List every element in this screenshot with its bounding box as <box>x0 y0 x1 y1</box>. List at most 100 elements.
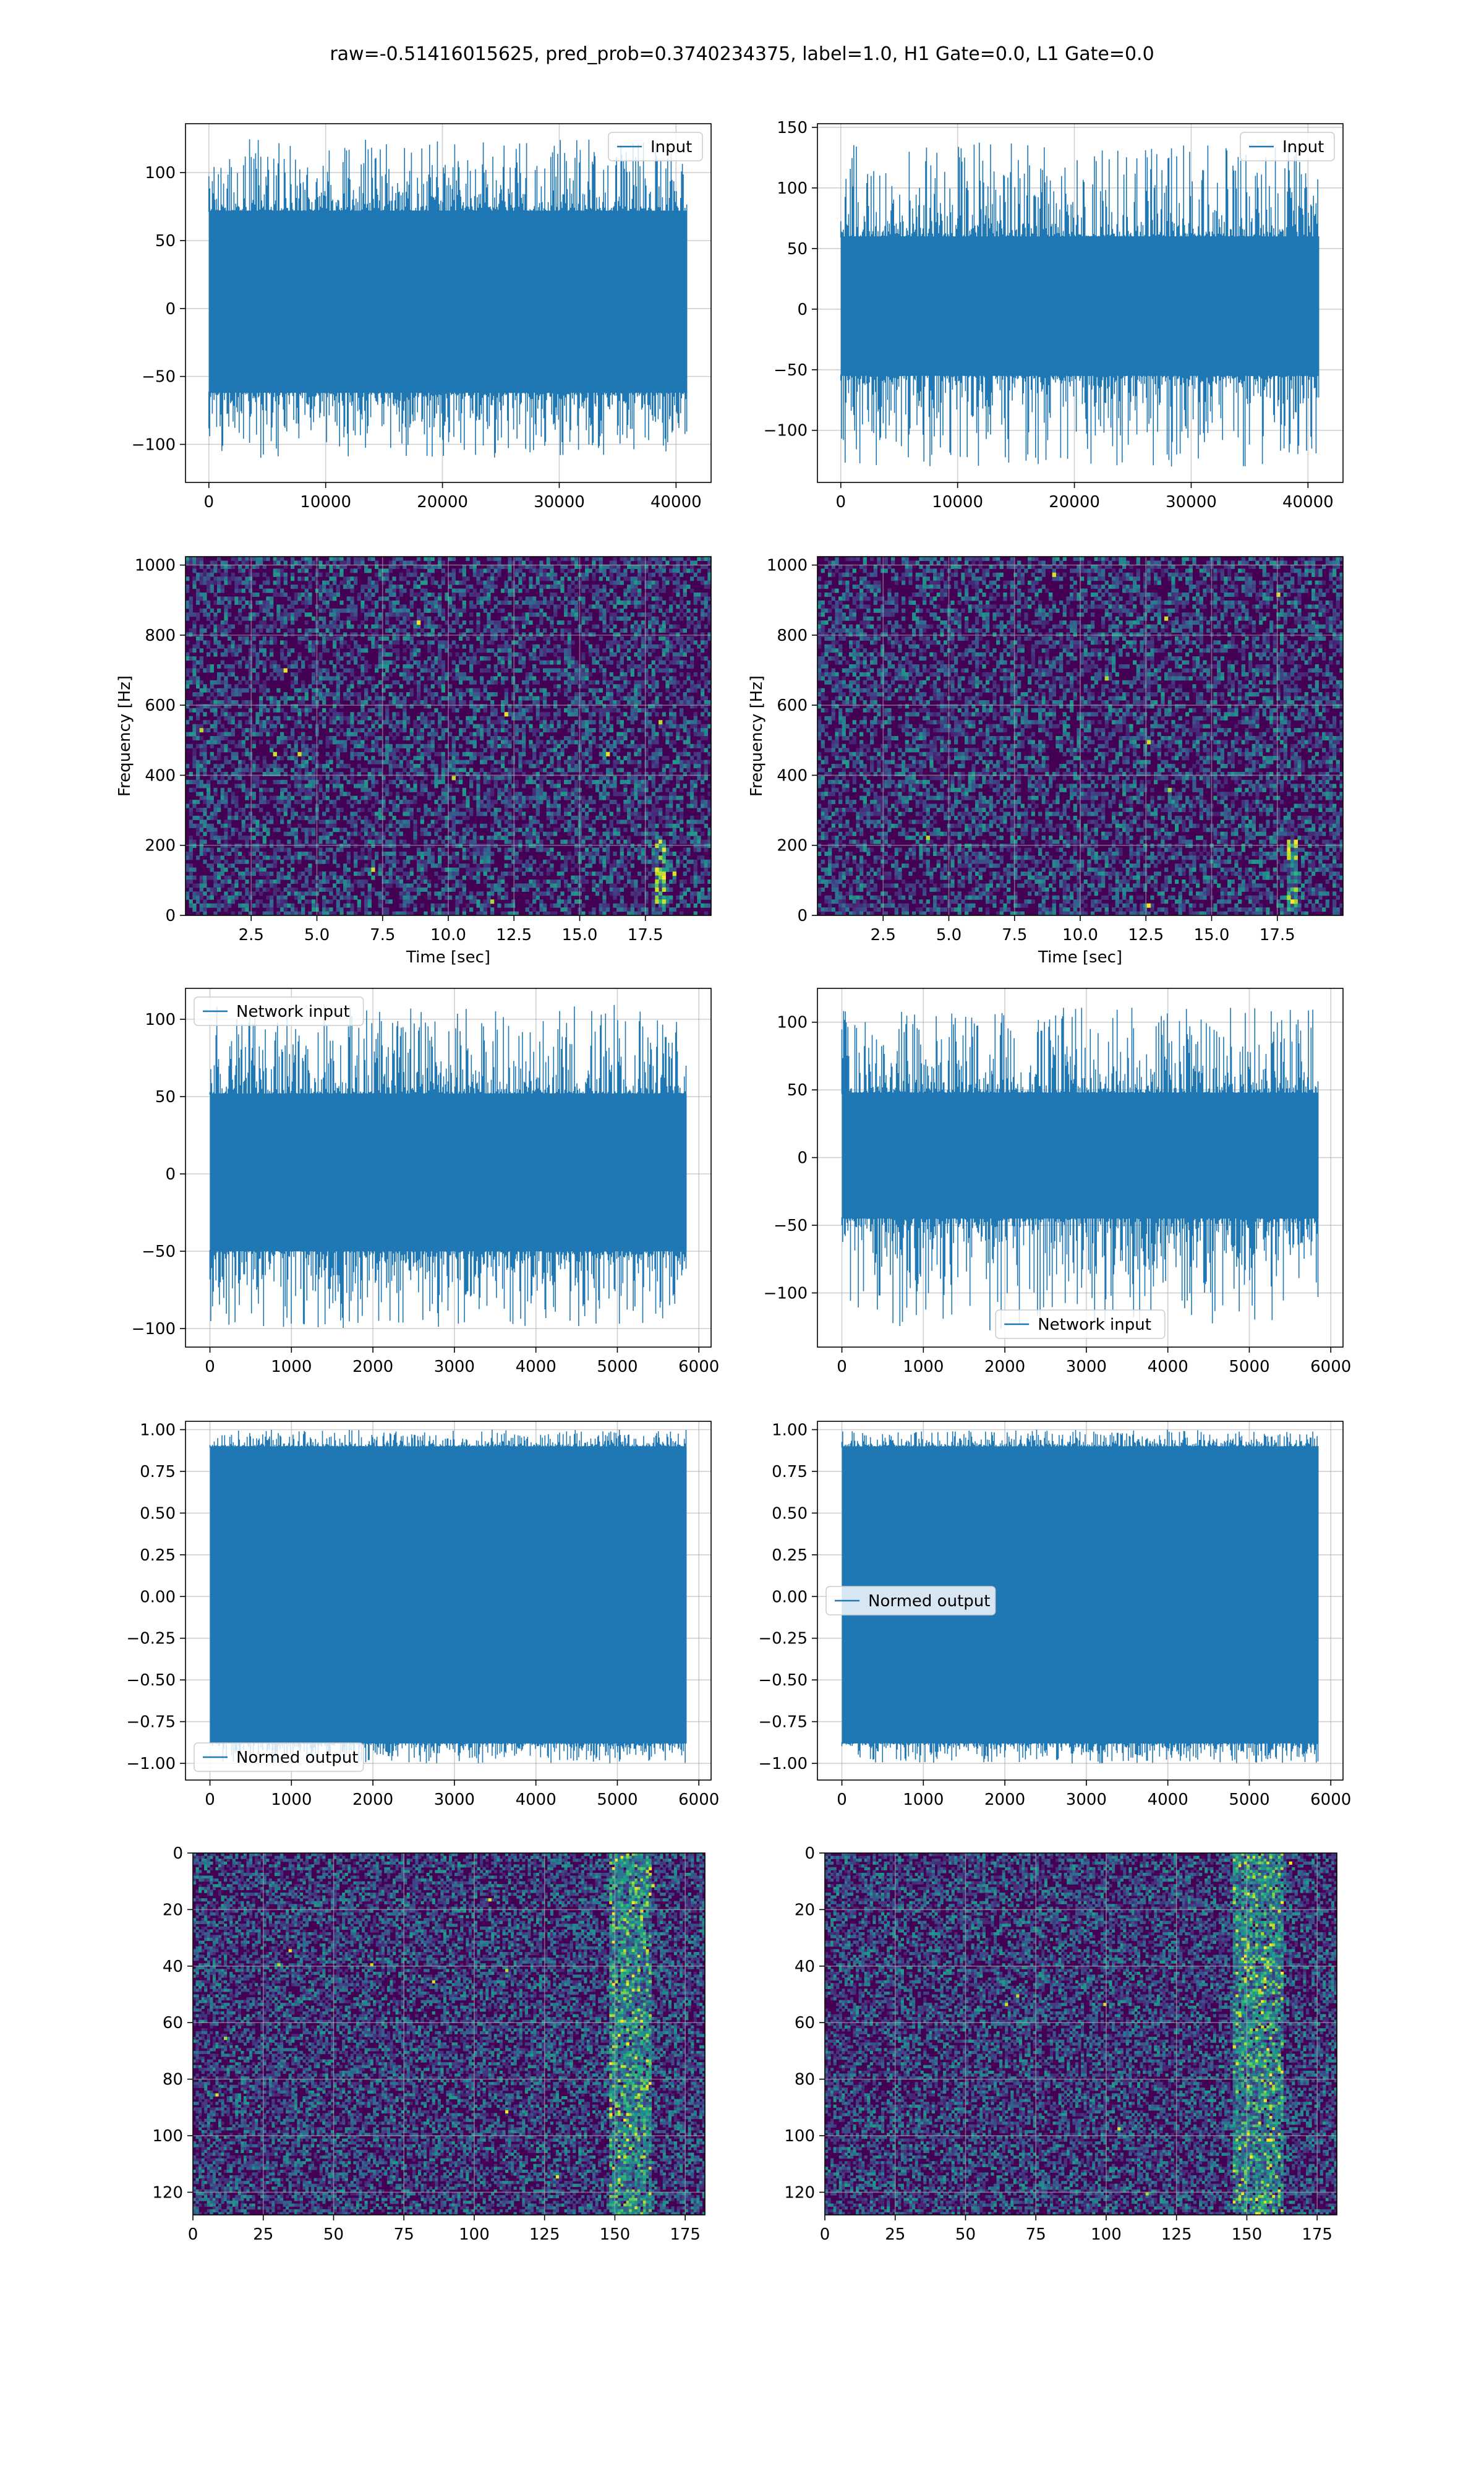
h1-whitened-image-heatmap-cells <box>193 1853 706 2215</box>
h1-spectrogram-xtick-label-1: 5.0 <box>304 926 330 944</box>
l1-input-legend-box <box>1240 132 1335 161</box>
h1-whitened-image-ytick-label-5: 100 <box>152 2127 183 2146</box>
l1-whitened-image-xtick-label-5: 125 <box>1161 2225 1192 2244</box>
l1-input-ytick-label-0: −100 <box>764 422 808 440</box>
h1-network-input-xtick-label-6: 6000 <box>678 1358 719 1376</box>
l1-input-ytick-label-5: 150 <box>777 119 808 137</box>
l1-input-ytick-label-2: 0 <box>797 301 808 319</box>
h1-normed-output-xtick-label-2: 2000 <box>352 1791 393 1809</box>
l1-spectrogram-chart: 2.5 5.0 7.5 10.0 12.5 15.0 17.5 0 200 400 600 800 10… <box>748 556 1344 967</box>
h1-network-input-xtick-label-5: 5000 <box>597 1358 638 1376</box>
l1-spectrogram-ytick-label-4: 800 <box>777 627 808 645</box>
l1-network-input-ytick-label-0: −100 <box>764 1284 808 1303</box>
l1-spectrogram-xlabel: Time [sec] <box>1038 948 1122 967</box>
l1-whitened-image-axes-frame <box>824 1852 1337 2215</box>
l1-normed-output-xtick-label-0: 0 <box>837 1791 847 1809</box>
l1-spectrogram-xtick-label-2: 7.5 <box>1002 926 1027 944</box>
l1-normed-output-ytick-label-5: 0.25 <box>772 1546 808 1565</box>
h1-spectrogram-chart: 2.5 5.0 7.5 10.0 12.5 15.0 17.5 0 200 400 600 800 10… <box>116 556 712 967</box>
l1-normed-output-xtick-label-1: 1000 <box>903 1791 944 1809</box>
h1-normed-output-ytick-label-2: −0.50 <box>126 1671 176 1690</box>
l1-normed-output-xtick-label-2: 2000 <box>984 1791 1025 1809</box>
l1-normed-output-ytick-label-7: 0.75 <box>772 1463 808 1481</box>
l1-spectrogram-ylabel: Frequency [Hz] <box>748 675 766 797</box>
h1-network-input-ytick-label-4: 100 <box>145 1011 176 1029</box>
h1-network-input-series-band <box>210 1094 687 1251</box>
h1-network-input-chart: 0 1000 2000 3000 4000 5000 6000 −100 −50 0 50 100 Ne… <box>132 988 719 1376</box>
l1-normed-output-legend-box <box>825 1586 996 1616</box>
l1-normed-output-ytick-label-4: 0.00 <box>772 1588 808 1606</box>
h1-network-input-series-line <box>209 1004 687 1328</box>
h1-normed-output-ytick-label-1: −0.75 <box>126 1713 176 1732</box>
h1-normed-output-xtick-label-1: 1000 <box>271 1791 312 1809</box>
l1-input-axes-frame <box>817 123 1344 483</box>
h1-spectrogram-ytick-label-2: 400 <box>145 766 176 785</box>
h1-whitened-image-ytick-label-0: 0 <box>173 1844 183 1863</box>
h1-normed-output-xtick-label-0: 0 <box>205 1791 215 1809</box>
l1-normed-output-legend-label: Normed output <box>868 1592 990 1611</box>
l1-normed-output-ytick-label-8: 1.00 <box>772 1421 808 1439</box>
h1-input-legend-box <box>608 132 703 161</box>
h1-whitened-image-xtick-label-2: 50 <box>323 2225 344 2244</box>
h1-spectrogram-ylabel: Frequency [Hz] <box>116 675 134 797</box>
h1-normed-output-xtick-label-4: 4000 <box>516 1791 556 1809</box>
l1-whitened-image-ytick-label-4: 80 <box>795 2071 815 2089</box>
h1-whitened-image-ytick-label-1: 20 <box>163 1901 183 1919</box>
l1-input-ytick-label-1: −50 <box>774 361 808 380</box>
l1-network-input-ytick-label-1: −50 <box>774 1217 808 1235</box>
l1-whitened-image-chart: 0 25 50 75 100 125 150 175 0 20 40 60 80 100 120 <box>784 1844 1337 2244</box>
l1-input-legend: Input <box>1240 132 1335 161</box>
h1-spectrogram-xtick-label-4: 12.5 <box>496 926 532 944</box>
l1-whitened-image-xtick-label-2: 50 <box>955 2225 976 2244</box>
h1-spectrogram-ytick-label-1: 200 <box>145 837 176 855</box>
h1-spectrogram-xtick-label-5: 15.0 <box>562 926 598 944</box>
h1-normed-output-series-band <box>210 1446 687 1744</box>
l1-whitened-image-ytick-label-6: 120 <box>784 2183 815 2202</box>
l1-network-input-ytick-label-3: 50 <box>787 1081 808 1100</box>
h1-spectrogram-xtick-label-6: 17.5 <box>628 926 663 944</box>
h1-whitened-image-xtick-label-4: 100 <box>459 2225 490 2244</box>
h1-spectrogram-ytick-label-3: 600 <box>145 696 176 715</box>
l1-spectrogram-ytick-label-0: 0 <box>797 907 808 925</box>
l1-network-input-legend-box <box>995 1309 1166 1339</box>
h1-network-input-legend-label: Network input <box>236 1003 350 1021</box>
l1-network-input-chart: 0 1000 2000 3000 4000 5000 6000 −100 −50 0 50 100 Ne… <box>764 988 1351 1376</box>
l1-normed-output-ytick-label-3: −0.25 <box>758 1630 808 1648</box>
l1-whitened-image-xtick-label-6: 150 <box>1232 2225 1263 2244</box>
figure-title: raw=-0.51416015625, pred_prob=0.37402343… <box>0 43 1484 65</box>
h1-normed-output-series-line <box>209 1429 687 1763</box>
h1-whitened-image-xtick-label-1: 25 <box>253 2225 273 2244</box>
h1-input-axes-frame <box>185 123 712 483</box>
h1-spectrogram-xlabel: Time [sec] <box>406 948 490 967</box>
h1-network-input-ytick-label-1: −50 <box>142 1243 176 1261</box>
l1-whitened-image-xtick-label-7: 175 <box>1302 2225 1333 2244</box>
l1-spectrogram-xtick-label-0: 2.5 <box>871 926 896 944</box>
h1-normed-output-xtick-label-3: 3000 <box>434 1791 475 1809</box>
l1-normed-output-legend: Normed output <box>825 1586 996 1616</box>
l1-network-input-axes-frame <box>817 988 1344 1348</box>
l1-input-xtick-label-0: 0 <box>836 493 846 511</box>
l1-normed-output-axes-frame <box>817 1421 1344 1781</box>
l1-normed-output-xtick-label-5: 5000 <box>1229 1791 1269 1809</box>
h1-input-series-line <box>208 139 688 458</box>
h1-network-input-xtick-label-0: 0 <box>205 1358 215 1376</box>
h1-normed-output-xtick-label-5: 5000 <box>597 1791 638 1809</box>
h1-normed-output-ytick-label-7: 0.75 <box>140 1463 176 1481</box>
h1-spectrogram-xtick-label-3: 10.0 <box>430 926 466 944</box>
h1-whitened-image-axes-frame <box>192 1852 706 2215</box>
h1-whitened-image-ytick-label-2: 40 <box>163 1958 183 1976</box>
l1-normed-output-chart: 0 1000 2000 3000 4000 5000 6000 −1.00 −0.75 −0.50… <box>758 1421 1351 1809</box>
l1-spectrogram-ytick-label-2: 400 <box>777 766 808 785</box>
l1-whitened-image-xtick-label-3: 75 <box>1026 2225 1046 2244</box>
h1-spectrogram-ytick-label-0: 0 <box>165 907 176 925</box>
h1-spectrogram-xtick-label-0: 2.5 <box>239 926 264 944</box>
h1-whitened-image-ytick-label-3: 60 <box>163 2014 183 2032</box>
l1-spectrogram-xtick-label-6: 17.5 <box>1260 926 1295 944</box>
l1-normed-output-ytick-label-0: −1.00 <box>758 1755 808 1773</box>
l1-whitened-image-ytick-label-0: 0 <box>804 1844 815 1863</box>
h1-network-input-legend: Network input <box>194 996 364 1026</box>
h1-spectrogram-ytick-label-4: 800 <box>145 627 176 645</box>
l1-network-input-series-line <box>841 1008 1319 1330</box>
l1-spectrogram-xtick-label-3: 10.0 <box>1062 926 1098 944</box>
